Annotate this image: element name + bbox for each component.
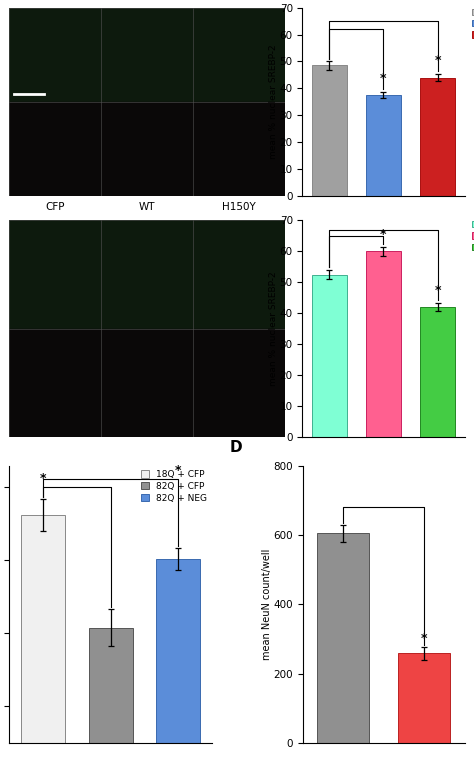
Bar xyxy=(366,95,401,196)
Legend: 82Q + CFP, 82Q + SIRT1, 82Q + H150Y: 82Q + CFP, 82Q + SIRT1, 82Q + H150Y xyxy=(472,220,474,252)
Text: *: * xyxy=(434,284,441,297)
Bar xyxy=(101,221,193,329)
Text: *: * xyxy=(40,472,46,485)
Bar xyxy=(9,8,101,102)
Bar xyxy=(101,8,193,102)
Bar xyxy=(317,533,369,743)
Bar xyxy=(193,102,285,196)
Text: *: * xyxy=(175,464,181,477)
Bar xyxy=(193,221,285,329)
Text: CFP: CFP xyxy=(46,202,65,211)
Bar xyxy=(9,102,101,196)
Text: *: * xyxy=(421,632,428,646)
Text: D: D xyxy=(230,440,243,455)
Text: *: * xyxy=(380,227,387,240)
Text: WT: WT xyxy=(139,202,155,211)
Bar xyxy=(366,252,401,437)
Bar xyxy=(398,653,450,743)
Text: *: * xyxy=(434,55,441,67)
Y-axis label: mean NeuN count/well: mean NeuN count/well xyxy=(262,549,272,660)
Bar xyxy=(420,77,455,196)
Bar xyxy=(312,65,347,196)
Bar xyxy=(9,329,101,437)
Text: *: * xyxy=(380,72,387,85)
Legend: 18Q + CFP, 82Q + CFP, 82Q + SIRT1: 18Q + CFP, 82Q + CFP, 82Q + SIRT1 xyxy=(472,8,474,39)
Bar xyxy=(89,628,133,758)
Y-axis label: mean % nuclear SREBP-2: mean % nuclear SREBP-2 xyxy=(269,271,278,387)
Bar xyxy=(21,515,65,758)
Text: H150Y: H150Y xyxy=(222,202,256,211)
Y-axis label: mean % nuclear SREBP-2: mean % nuclear SREBP-2 xyxy=(269,45,278,159)
Bar xyxy=(193,329,285,437)
Bar xyxy=(420,307,455,437)
Legend: 18Q + CFP, 82Q + CFP, 82Q + NEG: 18Q + CFP, 82Q + CFP, 82Q + NEG xyxy=(141,470,207,503)
Bar xyxy=(156,559,200,758)
Bar xyxy=(101,329,193,437)
Bar xyxy=(193,8,285,102)
Bar xyxy=(312,274,347,437)
Bar xyxy=(101,102,193,196)
Bar xyxy=(9,221,101,329)
